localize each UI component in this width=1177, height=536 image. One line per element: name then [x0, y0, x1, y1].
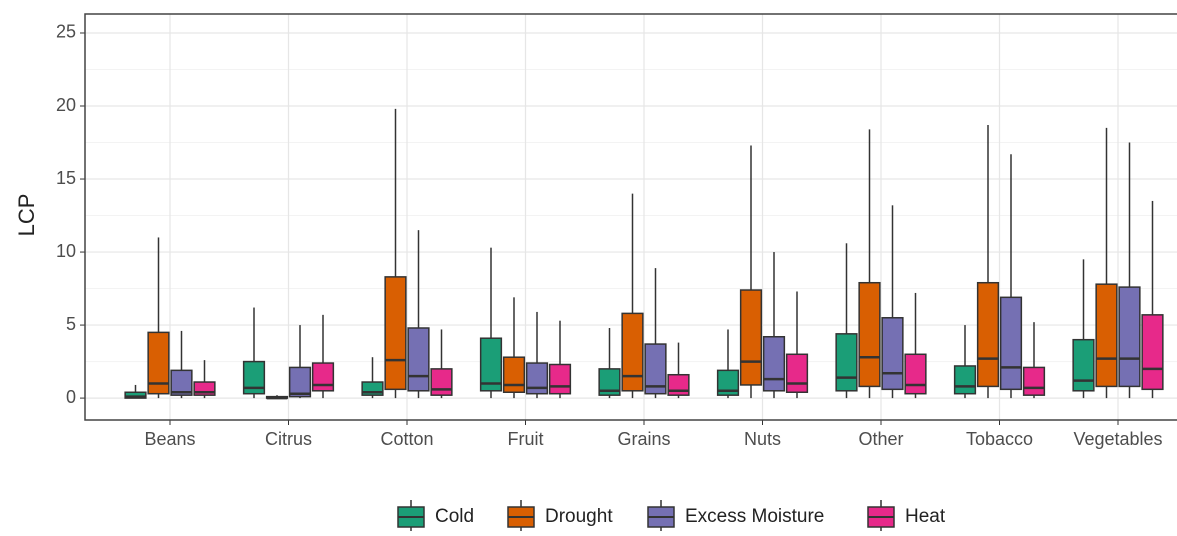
box-body [479, 337, 503, 392]
box [1072, 259, 1095, 399]
box-body [384, 276, 407, 391]
box [384, 108, 407, 399]
box [904, 292, 927, 399]
box-body [525, 362, 549, 395]
x-tick-label: Citrus [265, 429, 312, 449]
box [598, 327, 621, 399]
box-body [1072, 338, 1095, 392]
box [762, 252, 786, 399]
box-body [147, 331, 170, 395]
box [193, 360, 216, 399]
box-body [904, 353, 927, 395]
box [407, 230, 430, 399]
box [170, 330, 193, 399]
x-tick-label: Fruit [508, 429, 544, 449]
box [739, 145, 763, 399]
x-tick-label: Vegetables [1073, 429, 1162, 449]
box-body [881, 317, 904, 391]
box [525, 311, 549, 399]
y-tick-label: 15 [56, 168, 76, 188]
x-tick-label: Beans [144, 429, 195, 449]
box [785, 291, 809, 399]
box [835, 243, 858, 399]
x-tick-label: Other [858, 429, 903, 449]
y-axis-label: LCP [14, 194, 39, 237]
box [311, 314, 335, 399]
box [361, 357, 384, 399]
box-body [242, 360, 266, 395]
box [265, 395, 289, 400]
box [953, 325, 977, 399]
box [548, 320, 572, 399]
box-body [124, 391, 147, 399]
y-tick-label: 20 [56, 95, 76, 115]
box-body [976, 281, 1000, 388]
box-body [858, 281, 881, 388]
legend-label: Drought [545, 506, 613, 527]
box-body [762, 336, 786, 392]
box-body [999, 296, 1023, 391]
legend-label: Excess Moisture [685, 506, 824, 527]
box-body [716, 369, 740, 396]
box [976, 124, 1000, 399]
box-body [430, 368, 453, 396]
y-tick-label: 10 [56, 241, 76, 261]
box-body [644, 343, 667, 395]
box-body [835, 333, 858, 392]
box [881, 205, 904, 399]
box-body [1022, 366, 1046, 396]
legend-label: Heat [905, 506, 946, 527]
box-body [548, 363, 572, 395]
box [1022, 322, 1046, 399]
box-body [953, 365, 977, 395]
box-body [739, 289, 763, 386]
box [999, 154, 1023, 399]
box [716, 329, 740, 399]
y-tick-label: 25 [56, 22, 76, 42]
box [644, 268, 667, 399]
y-tick-label: 0 [66, 387, 76, 407]
box [1095, 127, 1118, 399]
box-body [311, 362, 335, 392]
box-body [1141, 314, 1164, 391]
box-body [407, 327, 430, 392]
box [430, 329, 453, 399]
box-body [667, 373, 690, 396]
box-body [621, 312, 644, 392]
box [621, 193, 644, 399]
box-body [785, 353, 809, 394]
box-body [1118, 286, 1141, 388]
x-tick-label: Grains [617, 429, 670, 449]
x-tick-label: Nuts [744, 429, 781, 449]
y-tick-label: 5 [66, 314, 76, 334]
x-tick-label: Cotton [380, 429, 433, 449]
box [479, 247, 503, 399]
x-tick-label: Tobacco [966, 429, 1033, 449]
box [242, 307, 266, 399]
box-body [502, 356, 526, 394]
box-body [288, 366, 312, 398]
box-body [170, 369, 193, 396]
box [124, 384, 147, 399]
box [1141, 200, 1164, 399]
plot-border [84, 13, 1177, 421]
box [1118, 142, 1141, 399]
legend-label: Cold [435, 506, 474, 527]
box-body [1095, 283, 1118, 388]
box [502, 297, 526, 399]
box-body [598, 368, 621, 396]
box [667, 342, 690, 399]
box [147, 237, 170, 399]
box [858, 129, 881, 399]
box [288, 325, 312, 399]
